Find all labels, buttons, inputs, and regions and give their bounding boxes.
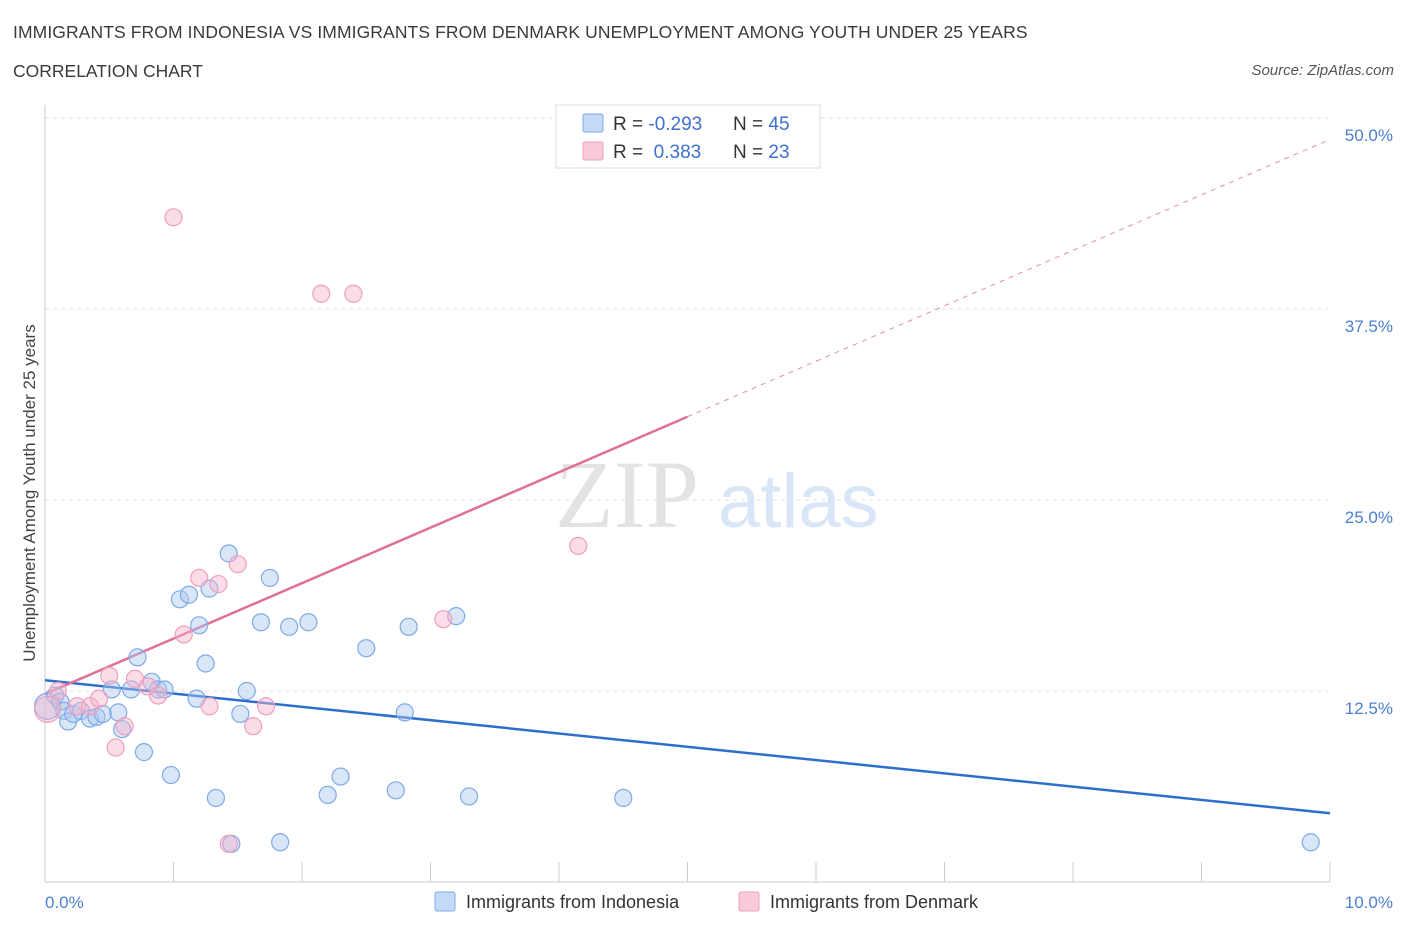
stat-r-value-1: 0.383 bbox=[648, 142, 701, 163]
point-denmark-20 bbox=[312, 284, 331, 303]
watermark: ZIP atlas bbox=[555, 441, 879, 548]
trend-line-1 bbox=[44, 415, 688, 696]
point-indonesia-34 bbox=[280, 617, 299, 636]
svg-text:N = 45: N = 45 bbox=[733, 114, 790, 135]
stats-legend: R = -0.293 N = 45 R = 0.383 N = 23 bbox=[555, 104, 821, 169]
point-denmark-1 bbox=[48, 681, 67, 701]
point-denmark-22 bbox=[434, 610, 453, 629]
tick-labels: 12.5% 25.0% 37.5% 50.0% 0.0% 10.0% bbox=[45, 126, 1393, 912]
stat-n-value-1: 23 bbox=[768, 142, 789, 163]
point-indonesia-31 bbox=[251, 613, 270, 632]
y-axis-label: Unemployment Among Youth under 25 years bbox=[20, 324, 39, 661]
x-tick-label-0: 0.0% bbox=[45, 893, 84, 912]
point-denmark-18 bbox=[244, 717, 263, 736]
point-denmark-16 bbox=[219, 834, 238, 853]
grid-lines bbox=[45, 117, 1330, 692]
point-indonesia-36 bbox=[318, 785, 337, 805]
trend-line-0 bbox=[44, 679, 1331, 815]
point-denmark-19 bbox=[256, 697, 276, 716]
point-denmark-9 bbox=[138, 677, 157, 696]
y-tick-label-3: 50.0% bbox=[1345, 126, 1393, 145]
watermark-atlas: atlas bbox=[718, 459, 879, 544]
point-indonesia-44 bbox=[614, 788, 633, 808]
point-indonesia-30 bbox=[237, 681, 256, 701]
point-denmark-12 bbox=[174, 625, 193, 644]
point-denmark-6 bbox=[106, 738, 125, 757]
point-denmark-10 bbox=[148, 686, 168, 705]
point-indonesia-12 bbox=[112, 720, 132, 739]
point-indonesia-15 bbox=[134, 743, 154, 762]
point-indonesia-19 bbox=[161, 765, 181, 785]
point-denmark-15 bbox=[209, 574, 228, 594]
series-legend: Immigrants from Indonesia Immigrants fro… bbox=[434, 891, 979, 912]
data-points bbox=[33, 208, 1320, 853]
point-indonesia-43 bbox=[459, 787, 479, 806]
point-denmark-0 bbox=[33, 695, 62, 723]
y-tick-label-2: 37.5% bbox=[1345, 317, 1393, 336]
point-indonesia-26 bbox=[206, 788, 226, 808]
point-indonesia-14 bbox=[128, 648, 147, 667]
point-denmark-2 bbox=[68, 697, 87, 716]
legend-swatch-denmark bbox=[582, 141, 604, 161]
x-tick-label-1: 10.0% bbox=[1345, 893, 1393, 912]
point-indonesia-39 bbox=[386, 781, 405, 800]
y-tick-label-0: 12.5% bbox=[1345, 699, 1393, 718]
point-denmark-4 bbox=[89, 689, 109, 708]
series-legend-denmark: Immigrants from Denmark bbox=[770, 892, 979, 912]
axes bbox=[44, 105, 1331, 883]
chart-subtitle: CORRELATION CHART bbox=[13, 61, 203, 81]
source-label: Source: ZipAtlas.com bbox=[1251, 62, 1394, 79]
point-indonesia-23 bbox=[190, 616, 209, 635]
stat-n-label-1: N = bbox=[733, 142, 768, 163]
chart-title: IMMIGRANTS FROM INDONESIA VS IMMIGRANTS … bbox=[13, 22, 1028, 42]
point-denmark-21 bbox=[344, 284, 363, 303]
point-indonesia-33 bbox=[271, 833, 290, 852]
point-denmark-11 bbox=[164, 208, 183, 227]
point-indonesia-20 bbox=[170, 590, 190, 609]
point-denmark-13 bbox=[190, 568, 209, 588]
svg-text:R = -0.293: R = -0.293 bbox=[613, 114, 702, 135]
stat-n-label-0: N = bbox=[733, 114, 768, 135]
point-indonesia-17 bbox=[148, 680, 168, 699]
point-indonesia-38 bbox=[357, 639, 376, 658]
point-denmark-7 bbox=[115, 717, 134, 736]
watermark-zip: ZIP bbox=[555, 441, 699, 548]
point-indonesia-41 bbox=[399, 617, 418, 636]
point-indonesia-21 bbox=[179, 585, 199, 604]
point-indonesia-10 bbox=[102, 680, 121, 699]
point-denmark-14 bbox=[200, 697, 219, 716]
point-indonesia-40 bbox=[395, 703, 414, 722]
stat-r-label-0: R = bbox=[613, 114, 648, 135]
point-indonesia-45 bbox=[1301, 833, 1320, 852]
point-indonesia-37 bbox=[331, 767, 350, 786]
series-legend-swatch-indonesia bbox=[434, 891, 456, 912]
series-legend-swatch-denmark bbox=[738, 891, 760, 912]
y-tick-label-1: 25.0% bbox=[1345, 508, 1393, 527]
legend-swatch-indonesia bbox=[582, 113, 604, 133]
trend-lines bbox=[44, 138, 1331, 815]
series-legend-indonesia: Immigrants from Indonesia bbox=[466, 892, 680, 912]
point-denmark-5 bbox=[100, 666, 119, 685]
stat-r-value-0: -0.293 bbox=[648, 114, 702, 135]
svg-text:R = 0.383: R = 0.383 bbox=[613, 142, 701, 163]
point-indonesia-24 bbox=[196, 654, 215, 673]
stat-n-value-0: 45 bbox=[768, 114, 789, 135]
point-denmark-23 bbox=[569, 536, 588, 555]
point-indonesia-29 bbox=[231, 704, 250, 724]
point-indonesia-32 bbox=[260, 568, 279, 588]
point-indonesia-35 bbox=[299, 613, 318, 632]
point-denmark-17 bbox=[228, 555, 247, 574]
svg-text:N = 23: N = 23 bbox=[733, 142, 790, 163]
trend-line-dashed-1 bbox=[687, 138, 1331, 418]
stat-r-label-1: R = bbox=[613, 142, 648, 163]
